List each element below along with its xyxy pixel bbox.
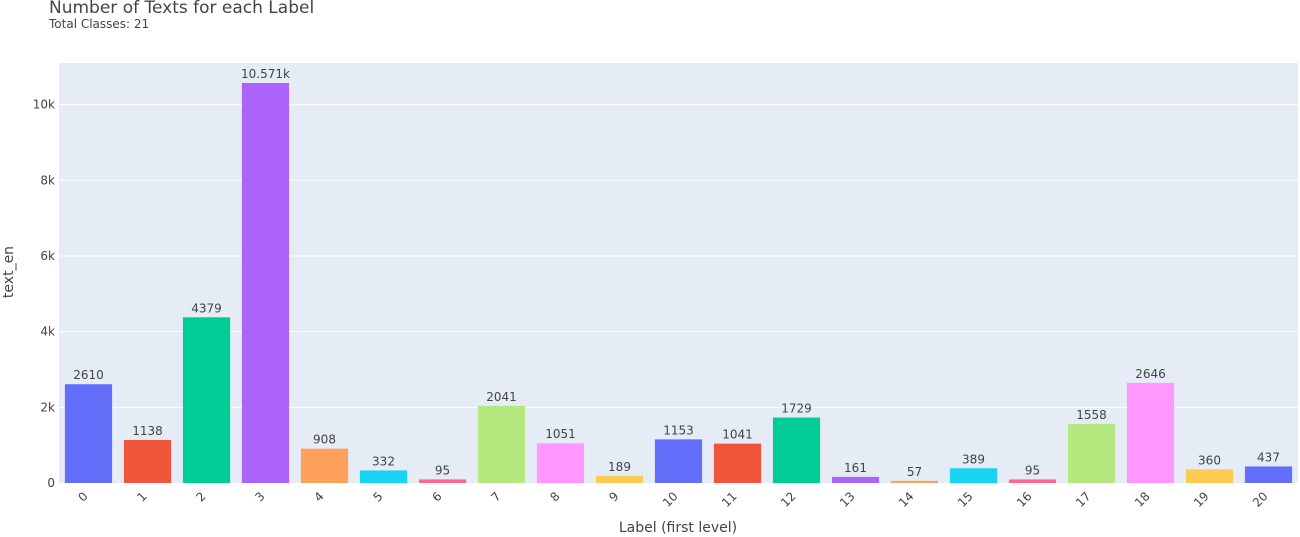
y-axis-title: text_en [1, 246, 17, 298]
chart-subtitle: Total Classes: 21 [48, 17, 149, 31]
x-tick-label: 17 [1073, 489, 1094, 510]
bars [64, 83, 1293, 484]
y-tick-label: 2k [40, 400, 55, 414]
x-tick-label: 4 [311, 489, 326, 504]
bar-value-label: 2646 [1135, 367, 1166, 381]
x-axis-title: Label (first level) [619, 520, 737, 536]
bar-19 [1185, 469, 1234, 483]
bar-value-label: 2041 [486, 390, 517, 404]
bar-value-label: 1153 [663, 423, 694, 437]
bar-value-label: 332 [372, 454, 395, 468]
bar-9 [595, 475, 644, 483]
x-tick-label: 13 [837, 489, 858, 510]
y-tick-label: 8k [40, 173, 55, 187]
bar-18 [1126, 382, 1175, 483]
bar-value-label: 1558 [1076, 408, 1107, 422]
y-tick-label: 10k [33, 98, 55, 112]
bar-13 [831, 476, 880, 483]
x-tick-label: 5 [370, 489, 385, 504]
bar-7 [477, 405, 526, 483]
x-tick-label: 19 [1191, 489, 1212, 510]
x-tick-label: 9 [606, 489, 621, 504]
bar-value-label: 161 [844, 461, 867, 475]
bar-1 [123, 439, 172, 483]
bar-15 [949, 468, 998, 483]
bar-value-label: 437 [1257, 450, 1280, 464]
bar-value-label: 57 [907, 465, 922, 479]
bar-value-label: 10.571k [241, 67, 290, 81]
bar-value-label: 389 [962, 452, 985, 466]
bar-value-label: 360 [1198, 453, 1221, 467]
y-axis-ticks: 0 2k 4k 6k 8k 10k [33, 98, 55, 490]
bar-4 [300, 448, 349, 483]
bar-value-label: 95 [1025, 463, 1040, 477]
bar-value-label: 1138 [132, 424, 163, 438]
x-tick-label: 14 [896, 489, 917, 510]
chart-title: Number of Texts for each Label [49, 0, 314, 18]
x-tick-label: 6 [429, 489, 444, 504]
x-tick-label: 15 [955, 489, 976, 510]
y-tick-label: 4k [40, 325, 55, 339]
bar-value-label: 4379 [191, 301, 222, 315]
bar-17 [1067, 424, 1116, 483]
x-tick-label: 16 [1014, 489, 1035, 510]
x-tick-label: 10 [660, 489, 681, 510]
bar-3 [241, 83, 290, 484]
bar-value-label: 908 [313, 433, 336, 447]
bar-value-label: 1041 [722, 428, 753, 442]
bar-0 [64, 384, 113, 483]
bar-20 [1244, 466, 1293, 483]
x-tick-label: 7 [488, 489, 503, 504]
bar-10 [654, 439, 703, 483]
bar-16 [1008, 479, 1057, 483]
x-tick-label: 0 [75, 489, 90, 504]
x-tick-label: 20 [1250, 489, 1271, 510]
bar-value-label: 1729 [781, 402, 812, 416]
bar-value-label: 189 [608, 460, 631, 474]
x-tick-label: 2 [193, 489, 208, 504]
y-tick-label: 0 [47, 476, 55, 490]
bar-value-label: 2610 [73, 368, 104, 382]
bar-5 [359, 470, 408, 483]
bar-14 [890, 480, 939, 483]
bar-8 [536, 443, 585, 483]
x-tick-label: 11 [719, 489, 740, 510]
x-tick-label: 1 [134, 489, 149, 504]
bar-2 [182, 317, 231, 483]
x-tick-label: 3 [252, 489, 267, 504]
x-axis-ticks: 0 1 2 3 4 5 6 7 8 9 10 11 12 13 14 15 16 17 18 19 20 [75, 489, 1270, 510]
x-tick-label: 18 [1132, 489, 1153, 510]
bar-labels: 2610 1138 4379 10.571k 908 332 95 2041 1051 189 11… [73, 67, 1280, 479]
bar-value-label: 1051 [545, 427, 576, 441]
bar-12 [772, 417, 821, 483]
y-tick-label: 6k [40, 249, 55, 263]
x-tick-label: 8 [547, 489, 562, 504]
bar-value-label: 95 [435, 463, 450, 477]
x-tick-label: 12 [778, 489, 799, 510]
bar-6 [418, 479, 467, 483]
bar-11 [713, 443, 762, 483]
